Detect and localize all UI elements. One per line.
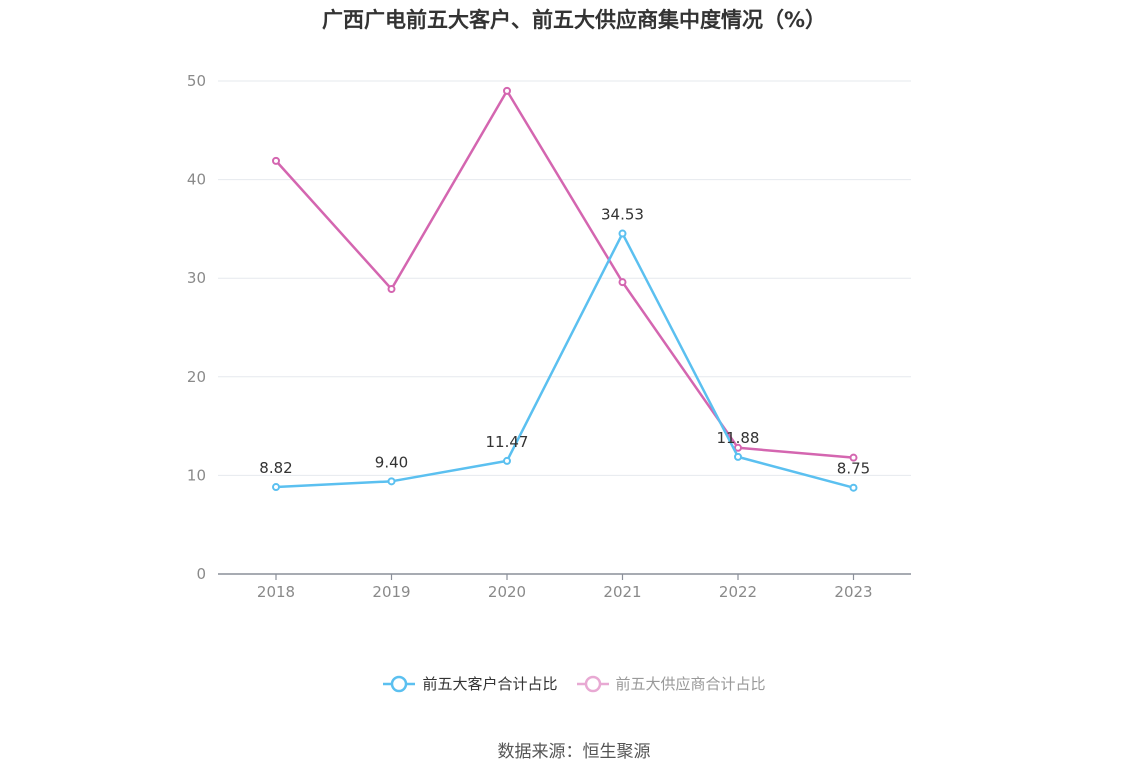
data-point-0-2020	[503, 456, 511, 465]
data-point-1-2021	[618, 278, 627, 287]
legend-label-suppliers: 前五大供应商合计占比	[615, 675, 766, 693]
legend-item-customers[interactable]: 前五大客户合计占比	[382, 673, 558, 694]
data-label-2023: 8.75	[837, 460, 870, 478]
x-tick-label-2020: 2020	[488, 583, 526, 601]
series-0	[272, 229, 858, 492]
legend-label-customers: 前五大客户合计占比	[422, 675, 558, 693]
series-1	[272, 86, 858, 462]
data-label-2021: 34.53	[601, 206, 644, 224]
chart-legend: 前五大客户合计占比 前五大供应商合计占比	[0, 673, 1148, 694]
x-tick-label-2018: 2018	[257, 583, 295, 601]
x-tick-label-2023: 2023	[834, 583, 872, 601]
x-tick-label-2021: 2021	[603, 583, 641, 601]
legend-item-suppliers[interactable]: 前五大供应商合计占比	[576, 673, 766, 694]
y-tick-label-20: 20	[187, 368, 206, 386]
x-tick-label-2022: 2022	[719, 583, 757, 601]
data-label-2022: 11.88	[717, 429, 760, 447]
data-point-0-2019	[387, 477, 396, 486]
data-source: 数据来源：恒生聚源	[497, 742, 651, 762]
legend-marker-suppliers	[576, 675, 609, 692]
data-label-2019: 9.40	[375, 453, 408, 471]
legend-marker-customers	[383, 675, 416, 692]
data-point-1-2018	[272, 156, 280, 165]
y-tick-label-10: 10	[187, 466, 206, 484]
data-point-1-2019	[387, 285, 396, 294]
y-tick-label-30: 30	[187, 269, 206, 287]
series-line-1	[275, 89, 854, 459]
data-point-0-2022	[734, 452, 742, 461]
data-point-1-2023	[849, 453, 858, 462]
data-point-1-2020	[503, 86, 511, 95]
x-tick-label-2019: 2019	[372, 583, 410, 601]
series-line-0	[275, 232, 854, 489]
data-point-0-2023	[849, 483, 858, 492]
chart-title: 广西广电前五大客户、前五大供应商集中度情况（%）	[321, 8, 827, 32]
y-tick-label-0: 0	[196, 565, 206, 583]
data-label-2018: 8.82	[259, 459, 292, 477]
data-label-2020: 11.47	[486, 433, 529, 451]
data-point-0-2021	[618, 229, 627, 238]
y-tick-label-50: 50	[187, 72, 206, 90]
y-tick-label-40: 40	[187, 171, 206, 189]
data-point-1-2022	[734, 443, 742, 452]
data-point-0-2018	[272, 483, 280, 492]
